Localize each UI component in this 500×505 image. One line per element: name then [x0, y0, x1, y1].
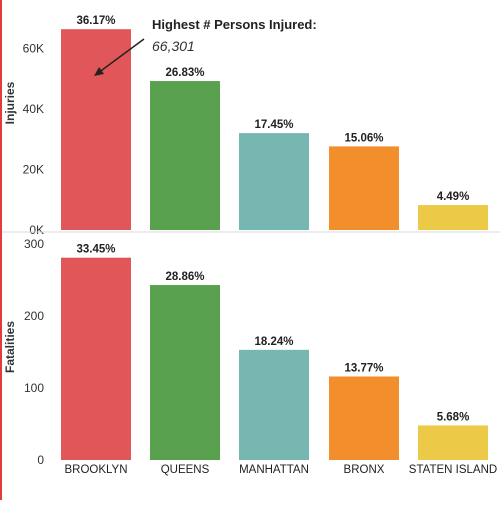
- bar: [239, 133, 309, 230]
- x-category-label: QUEENS: [161, 464, 210, 476]
- bar: [150, 285, 220, 460]
- y-tick-label: 40K: [23, 102, 44, 116]
- y-tick-label: 0K: [29, 223, 44, 237]
- bar: [61, 29, 131, 231]
- annotation-arrow-line: [97, 38, 145, 74]
- y-tick-label: 60K: [23, 41, 44, 55]
- y-tick-label: 200: [24, 309, 44, 323]
- bar: [239, 349, 309, 460]
- bar: [61, 257, 131, 460]
- y-axis-title: Injuries: [3, 81, 17, 124]
- bar: [418, 205, 488, 230]
- bar-percent-label: 5.68%: [437, 411, 470, 423]
- bar-percent-label: 28.86%: [165, 271, 204, 283]
- bar: [418, 425, 488, 460]
- x-category-label: BROOKLYN: [64, 464, 127, 476]
- annotation-arrow-head: [94, 67, 104, 76]
- bar-percent-label: 26.83%: [165, 67, 204, 79]
- x-category-label: MANHATTAN: [239, 464, 309, 476]
- bar-percent-label: 4.49%: [437, 191, 470, 203]
- bar: [329, 376, 399, 460]
- y-axis-title: Fatalities: [3, 321, 17, 373]
- bar-percent-label: 33.45%: [76, 244, 115, 256]
- y-tick-label: 300: [24, 237, 44, 251]
- x-category-label: STATEN ISLAND: [409, 464, 497, 476]
- x-category-label: BRONX: [344, 464, 385, 476]
- bar-percent-label: 13.77%: [344, 362, 383, 374]
- y-tick-label: 100: [24, 381, 44, 395]
- y-tick-label: 20K: [23, 162, 44, 176]
- y-tick-label: 0: [37, 453, 44, 467]
- bar-percent-label: 15.06%: [344, 132, 383, 144]
- bar: [150, 81, 220, 230]
- bar-percent-label: 36.17%: [76, 15, 115, 27]
- annotation-value: 66,301: [152, 38, 195, 54]
- frame-left-border: [0, 0, 2, 500]
- annotation-title: Highest # Persons Injured:: [152, 17, 317, 32]
- bar-percent-label: 18.24%: [254, 336, 293, 348]
- bar: [329, 146, 399, 230]
- bar-percent-label: 17.45%: [254, 119, 293, 131]
